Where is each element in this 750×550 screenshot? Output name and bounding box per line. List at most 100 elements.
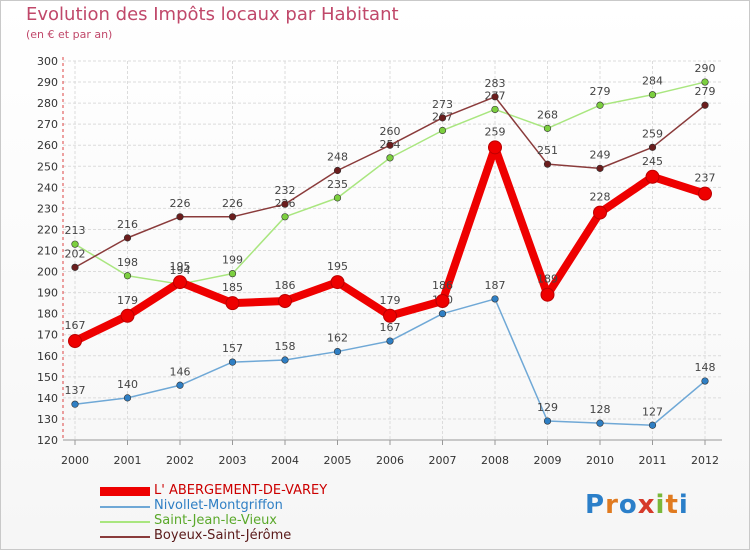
- data-label: 179: [380, 294, 401, 307]
- data-point: [438, 126, 447, 135]
- data-label: 279: [590, 85, 611, 98]
- data-point: [281, 356, 289, 364]
- data-label: 259: [642, 127, 663, 140]
- legend-swatch: [100, 536, 150, 538]
- data-point: [491, 295, 499, 303]
- data-point: [176, 213, 184, 221]
- proxiti-logo: Proxiti: [585, 490, 689, 520]
- data-label: 127: [642, 405, 663, 418]
- data-label: 202: [65, 247, 86, 260]
- data-label: 140: [117, 378, 138, 391]
- data-point: [438, 114, 447, 122]
- y-tick-label: 190: [37, 287, 58, 300]
- data-point: [435, 294, 450, 309]
- y-tick-label: 300: [37, 55, 58, 68]
- data-label: 185: [222, 281, 243, 294]
- x-tick-label: 2009: [534, 454, 562, 467]
- data-label: 251: [537, 144, 558, 157]
- data-label: 195: [170, 260, 191, 273]
- data-label: 283: [485, 77, 506, 90]
- data-point: [281, 200, 289, 208]
- logo-letter: i: [678, 490, 689, 520]
- data-label: 186: [432, 279, 453, 292]
- data-label: 259: [485, 125, 506, 138]
- data-label: 260: [380, 125, 401, 138]
- data-label: 179: [117, 294, 138, 307]
- logo-letter: t: [665, 490, 679, 520]
- data-point: [333, 194, 342, 202]
- data-point: [491, 105, 499, 114]
- data-point: [225, 296, 240, 311]
- data-point: [278, 294, 292, 309]
- data-label: 216: [117, 218, 138, 231]
- data-point: [596, 419, 604, 427]
- x-tick-label: 2012: [691, 454, 719, 467]
- legend-label: Nivollet-Montgriffon: [154, 498, 283, 513]
- x-tick-label: 2011: [639, 454, 667, 467]
- data-label: 245: [642, 155, 663, 168]
- data-label: 167: [380, 321, 401, 334]
- legend-swatch: [100, 487, 150, 496]
- x-tick-label: 2002: [166, 454, 194, 467]
- data-point: [386, 141, 394, 149]
- data-label: 226: [170, 197, 191, 210]
- data-label: 137: [65, 384, 86, 397]
- data-point: [648, 421, 657, 429]
- data-point: [698, 186, 712, 201]
- data-point: [543, 124, 552, 132]
- y-tick-label: 240: [37, 181, 58, 194]
- legend-label: L' ABERGEMENT-DE-VAREY: [154, 483, 328, 498]
- data-point: [120, 308, 135, 323]
- y-tick-label: 130: [37, 413, 58, 426]
- data-point: [543, 160, 552, 168]
- x-tick-label: 2010: [586, 454, 614, 467]
- logo-letter: i: [655, 490, 666, 520]
- data-point: [386, 154, 394, 162]
- data-label: 290: [695, 62, 716, 75]
- data-label: 232: [275, 184, 296, 197]
- data-point: [645, 169, 660, 184]
- data-label: 157: [222, 342, 243, 355]
- data-point: [71, 263, 79, 271]
- y-tick-label: 180: [37, 308, 58, 321]
- data-point: [540, 287, 555, 302]
- y-tick-label: 250: [37, 160, 58, 173]
- data-point: [333, 166, 342, 175]
- data-point: [281, 213, 289, 221]
- y-tick-label: 230: [37, 202, 58, 215]
- y-tick-label: 280: [37, 97, 58, 110]
- y-tick-label: 150: [37, 371, 58, 384]
- data-point: [593, 205, 607, 220]
- x-tick-label: 2007: [429, 454, 457, 467]
- data-label: 213: [65, 224, 86, 237]
- data-label: 146: [170, 365, 191, 378]
- data-label: 248: [327, 150, 348, 163]
- y-tick-label: 120: [37, 434, 58, 447]
- x-tick-label: 2008: [481, 454, 509, 467]
- y-tick-label: 160: [37, 350, 58, 363]
- data-label: 284: [642, 75, 663, 88]
- legend-label: Boyeux-Saint-Jérôme: [154, 528, 292, 543]
- data-point: [701, 377, 709, 385]
- data-label: 158: [275, 340, 296, 353]
- data-label: 194: [170, 264, 191, 277]
- logo-letter: r: [605, 490, 619, 520]
- data-point: [71, 400, 79, 408]
- data-point: [701, 78, 709, 86]
- data-point: [123, 272, 132, 280]
- data-point: [228, 358, 237, 366]
- data-point: [438, 310, 447, 318]
- data-label: 226: [222, 197, 243, 210]
- chart-title: Evolution des Impôts locaux par Habitant: [26, 4, 399, 25]
- data-label: 186: [275, 279, 296, 292]
- y-tick-label: 290: [37, 76, 58, 89]
- x-tick-label: 2000: [61, 454, 89, 467]
- data-label: 198: [117, 256, 138, 269]
- data-label: 195: [327, 260, 348, 273]
- data-point: [701, 101, 709, 109]
- data-point: [228, 213, 237, 221]
- x-tick-label: 2004: [271, 454, 299, 467]
- x-tick-label: 2003: [219, 454, 247, 467]
- data-point: [330, 275, 345, 290]
- data-point: [491, 93, 499, 101]
